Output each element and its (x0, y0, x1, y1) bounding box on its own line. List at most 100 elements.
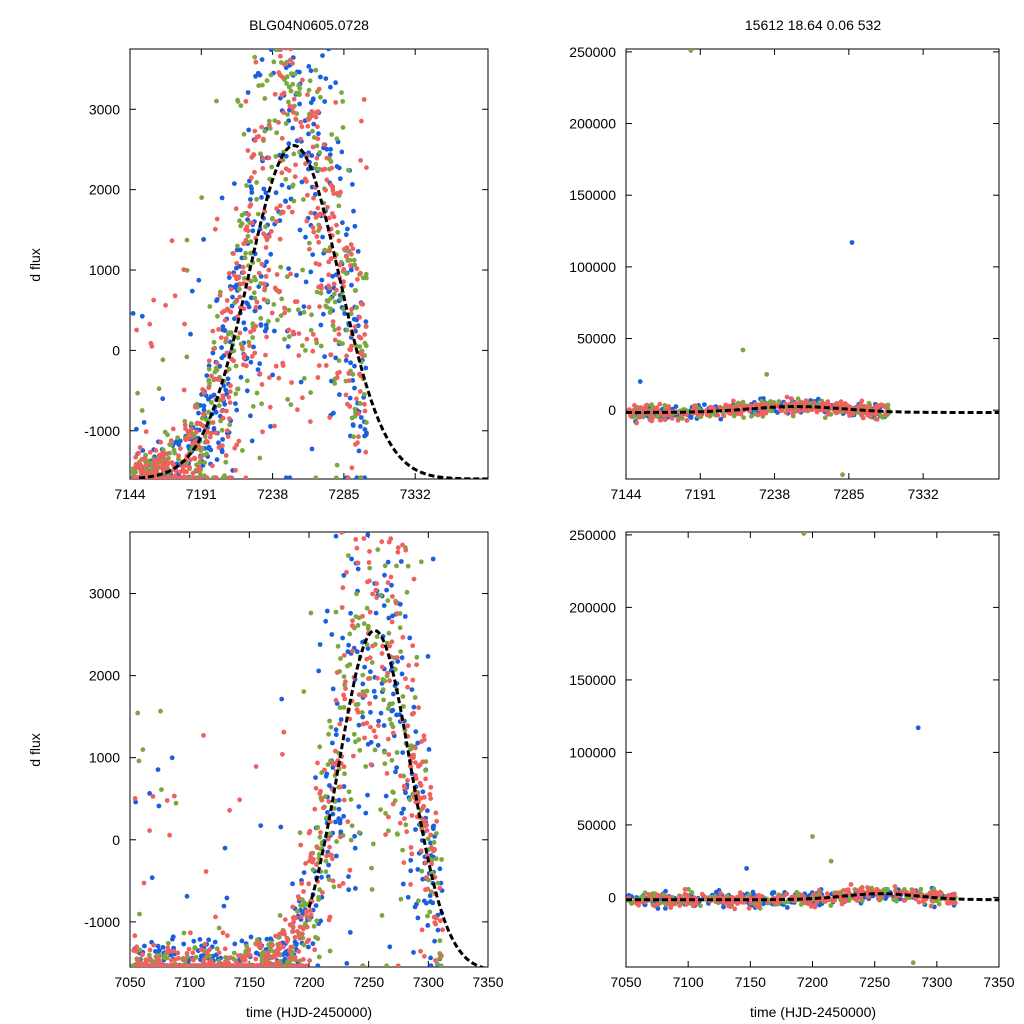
point-red (367, 609, 373, 615)
point-blue (334, 164, 340, 169)
point-green (331, 291, 337, 297)
point-blue (184, 893, 190, 899)
point-blue (365, 792, 370, 798)
point-red (362, 408, 368, 414)
point-red (314, 862, 319, 867)
point-green (413, 507, 418, 512)
point-blue (232, 941, 238, 947)
point-red (310, 859, 315, 865)
y-tick-label: -1000 (84, 914, 120, 930)
point-red (239, 345, 245, 350)
point-red (297, 936, 303, 941)
point-blue (238, 247, 243, 253)
point-green (437, 938, 443, 944)
point-blue (363, 319, 369, 325)
point-red (315, 375, 321, 380)
point-red (147, 947, 153, 953)
point-red (295, 929, 300, 934)
point-red (141, 880, 147, 886)
point-red (147, 449, 153, 455)
point-blue (330, 811, 336, 817)
point-red (304, 939, 310, 945)
x-tick-label: 7100 (174, 974, 205, 990)
point-red (183, 426, 188, 431)
point-red (133, 462, 139, 467)
point-green (252, 274, 257, 280)
point-red (902, 898, 907, 903)
point-red (328, 182, 334, 188)
point-red (188, 930, 193, 936)
point-green (283, 121, 289, 126)
point-green (243, 250, 249, 256)
point-green (403, 822, 409, 828)
point-green (291, 198, 297, 204)
point-green (308, 327, 314, 333)
point-green (286, 99, 291, 105)
point-green (314, 289, 320, 295)
point-green (273, 49, 279, 53)
x-tick-label: 7300 (921, 974, 952, 990)
point-green (204, 451, 210, 457)
point-green (278, 313, 284, 318)
point-red (413, 773, 418, 778)
point-green (216, 925, 222, 931)
point-red (278, 53, 283, 59)
y-tick-label: 100000 (569, 259, 616, 275)
point-blue (320, 234, 325, 240)
point-blue (257, 304, 263, 310)
point-red (776, 900, 782, 905)
point-red (216, 377, 222, 382)
point-blue (373, 694, 378, 700)
point-red (206, 385, 212, 391)
point-green (329, 132, 335, 137)
point-red (638, 405, 644, 410)
point-red (368, 762, 374, 767)
point-blue (248, 359, 254, 365)
point-red (364, 165, 369, 171)
point-green (340, 341, 345, 346)
point-red (421, 953, 427, 959)
point-green (248, 250, 253, 256)
point-green (263, 224, 268, 230)
point-red (344, 353, 349, 359)
point-green (353, 614, 359, 619)
point-red (292, 954, 298, 960)
point-red (204, 949, 210, 955)
point-red (197, 475, 203, 479)
point-red (327, 844, 332, 850)
y-tick-label: 50000 (577, 817, 616, 833)
point-red (395, 549, 401, 555)
point-blue (257, 361, 263, 367)
point-green (323, 303, 329, 309)
point-red (203, 869, 209, 874)
point-red (358, 270, 363, 276)
point-red (334, 670, 340, 675)
point-red (370, 500, 375, 505)
point-blue (346, 642, 351, 648)
point-green (389, 757, 395, 763)
point-red (228, 286, 234, 292)
point-red (290, 105, 296, 111)
point-red (182, 321, 188, 327)
data-points (130, 500, 445, 967)
point-red (756, 893, 762, 898)
point-red (376, 723, 381, 728)
point-blue (315, 963, 321, 967)
point-red (192, 475, 198, 479)
point-green (252, 295, 258, 301)
point-green (323, 869, 329, 875)
x-tick-label: 7350 (472, 974, 503, 990)
point-blue (350, 378, 356, 383)
point-blue (360, 714, 366, 720)
point-red (402, 816, 407, 821)
point-green (334, 462, 340, 468)
point-blue (249, 190, 255, 195)
point-red (825, 411, 831, 417)
point-red (363, 323, 369, 329)
point-red (319, 797, 325, 803)
point-blue (363, 810, 369, 816)
point-blue (277, 11, 282, 16)
point-blue (283, 198, 288, 204)
point-red (312, 806, 318, 812)
point-blue (293, 12, 298, 17)
